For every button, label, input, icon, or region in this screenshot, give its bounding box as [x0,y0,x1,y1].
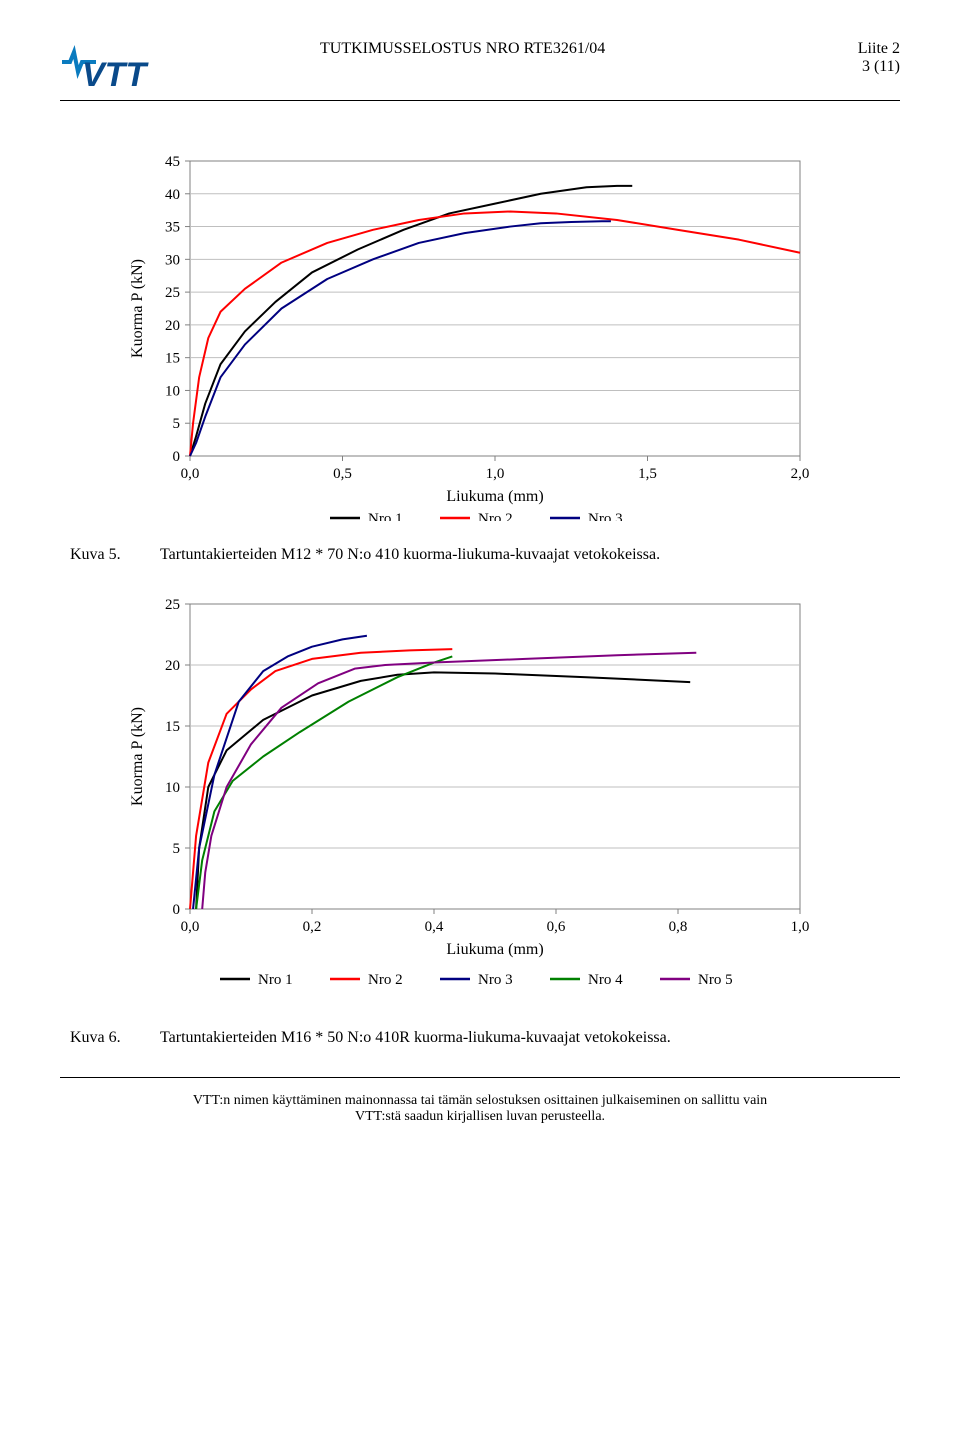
page-number: 3 (11) [800,58,900,76]
svg-text:0,2: 0,2 [303,919,322,935]
svg-text:35: 35 [165,220,180,236]
svg-text:Nro 2: Nro 2 [368,972,403,988]
svg-text:Nro 3: Nro 3 [588,511,623,521]
svg-text:40: 40 [165,187,180,203]
svg-text:0: 0 [173,449,181,465]
svg-text:Kuorma P (kN): Kuorma P (kN) [129,707,146,806]
svg-text:2,0: 2,0 [791,466,810,482]
chart-2: 0 5 10 15 20 25 0,0 0,2 0,4 0,6 0,8 1,0 Kuorma P (kN… [120,594,840,1004]
svg-text:20: 20 [165,318,180,334]
svg-text:25: 25 [165,597,180,613]
svg-text:Nro 3: Nro 3 [478,972,513,988]
footer-rule [60,1077,900,1078]
svg-text:Nro 2: Nro 2 [478,511,513,521]
header-right: Liite 2 3 (11) [800,40,900,76]
svg-text:15: 15 [165,719,180,735]
footer: VTT:n nimen käyttäminen mainonnassa tai … [60,1093,900,1125]
svg-text:0: 0 [173,902,181,918]
svg-text:0,6: 0,6 [547,919,566,935]
svg-text:Nro 5: Nro 5 [698,972,733,988]
svg-text:1,0: 1,0 [486,466,505,482]
footer-line-2: VTT:stä saadun kirjallisen luvan peruste… [60,1109,900,1125]
svg-text:0,4: 0,4 [425,919,444,935]
svg-text:Kuorma P (kN): Kuorma P (kN) [129,259,146,358]
footer-line-1: VTT:n nimen käyttäminen mainonnassa tai … [60,1093,900,1109]
svg-text:25: 25 [165,285,180,301]
page-header: VTT TUTKIMUSSELOSTUS NRO RTE3261/04 Liit… [60,40,900,92]
logo-text: VTT [82,56,149,92]
svg-text:Nro 1: Nro 1 [258,972,293,988]
vtt-logo: VTT [60,40,200,92]
svg-text:5: 5 [173,416,181,432]
svg-text:1,0: 1,0 [791,919,810,935]
caption-2-text: Tartuntakierteiden M16 * 50 N:o 410R kuo… [160,1029,900,1047]
doc-title: TUTKIMUSSELOSTUS NRO RTE3261/04 [320,40,800,58]
svg-text:15: 15 [165,351,180,367]
svg-text:5: 5 [173,841,181,857]
svg-text:1,5: 1,5 [638,466,657,482]
svg-text:0,0: 0,0 [181,919,200,935]
caption-1-label: Kuva 5. [70,546,160,564]
svg-text:0,8: 0,8 [669,919,688,935]
caption-1: Kuva 5. Tartuntakierteiden M12 * 70 N:o … [60,546,900,564]
svg-text:Nro 1: Nro 1 [368,511,403,521]
svg-text:45: 45 [165,154,180,170]
svg-text:Liukuma (mm): Liukuma (mm) [446,941,543,958]
chart-1: 0 5 10 15 20 25 30 35 40 45 0,0 0,5 1,0 1,5 2,0 Kuorma … [120,151,840,521]
caption-2-label: Kuva 6. [70,1029,160,1047]
caption-1-text: Tartuntakierteiden M12 * 70 N:o 410 kuor… [160,546,900,564]
svg-text:20: 20 [165,658,180,674]
annex-label: Liite 2 [800,40,900,58]
caption-2: Kuva 6. Tartuntakierteiden M16 * 50 N:o … [60,1029,900,1047]
svg-text:10: 10 [165,383,180,399]
svg-text:Nro 4: Nro 4 [588,972,623,988]
svg-text:0,5: 0,5 [333,466,352,482]
svg-text:10: 10 [165,780,180,796]
svg-text:0,0: 0,0 [181,466,200,482]
svg-text:Liukuma (mm): Liukuma (mm) [446,488,543,505]
svg-text:30: 30 [165,252,180,268]
header-rule [60,100,900,101]
